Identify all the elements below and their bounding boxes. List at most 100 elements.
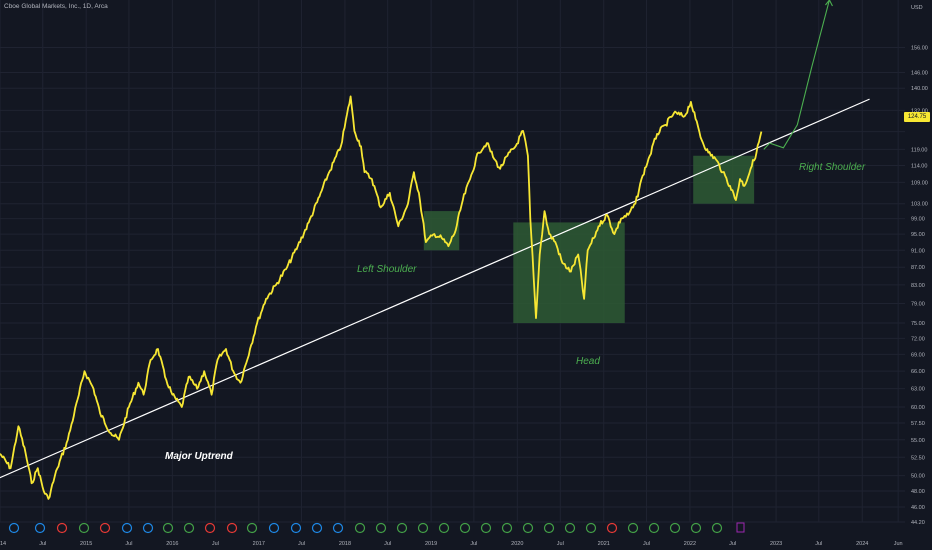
x-tick-label: 2018 xyxy=(339,541,351,547)
event-marker-icon xyxy=(585,522,597,534)
event-marker-icon xyxy=(606,522,618,534)
y-tick-label: 52.50 xyxy=(911,455,925,461)
x-tick-label: Jul xyxy=(212,541,219,547)
pattern-box xyxy=(423,211,460,251)
x-tick-label: Jul xyxy=(298,541,305,547)
y-tick-label: 63.00 xyxy=(911,387,925,393)
y-tick-label: 75.00 xyxy=(911,321,925,327)
event-marker-icon xyxy=(204,522,216,534)
x-tick-label: 2024 xyxy=(856,541,868,547)
y-tick-label: 109.00 xyxy=(911,180,928,186)
event-markers xyxy=(8,522,745,534)
x-tick-label: 2015 xyxy=(80,541,92,547)
projection-layer xyxy=(763,0,833,150)
x-tick-label: Jul xyxy=(815,541,822,547)
event-marker-icon xyxy=(480,522,492,534)
event-marker-icon xyxy=(417,522,429,534)
currency-label: USD xyxy=(911,5,923,11)
event-marker-icon xyxy=(648,522,660,534)
trendline-layer xyxy=(0,98,870,479)
x-tick-label: Jul xyxy=(729,541,736,547)
y-tick-label: 99.00 xyxy=(911,217,925,223)
last-price-badge: 124.75 xyxy=(904,112,930,122)
y-tick-label: 83.00 xyxy=(911,283,925,289)
y-tick-label: 119.00 xyxy=(911,147,927,153)
event-marker-icon xyxy=(332,522,344,534)
x-tick-label: Jul xyxy=(643,541,650,547)
y-tick-label: 72.00 xyxy=(911,336,925,342)
event-marker-icon xyxy=(268,522,280,534)
x-tick-label: Jul xyxy=(384,541,391,547)
x-tick-label: Jul xyxy=(125,541,132,547)
event-marker-icon xyxy=(226,522,238,534)
pattern-boxes xyxy=(423,155,755,324)
y-axis: 44.20 46.00 48.00 50.00 52.50 55.00 57.50 60.00… xyxy=(911,5,928,526)
x-tick-label: 2022 xyxy=(684,541,696,547)
price-line xyxy=(0,95,763,500)
event-marker-icon xyxy=(501,522,513,534)
y-tick-label: 79.00 xyxy=(911,302,925,308)
uptrend-line xyxy=(0,98,870,479)
x-tick-label: 2020 xyxy=(511,541,523,547)
y-tick-label: 114.00 xyxy=(911,164,927,170)
pattern-box xyxy=(513,222,625,324)
event-marker-icon xyxy=(396,522,408,534)
event-marker-icon xyxy=(522,522,534,534)
event-marker-icon xyxy=(142,522,154,534)
event-marker-icon xyxy=(543,522,555,534)
y-tick-label: 44.20 xyxy=(911,520,925,526)
y-tick-label: 156.00 xyxy=(911,46,928,52)
x-tick-label: Jul xyxy=(470,541,477,547)
event-marker-icon xyxy=(564,522,576,534)
y-tick-label: 69.00 xyxy=(911,352,925,358)
event-marker-icon xyxy=(121,522,133,534)
event-marker-icon xyxy=(290,522,302,534)
event-marker-icon xyxy=(78,522,90,534)
x-axis: 2014 Jul 2015 Jul 2016 Jul 2017 Jul 2018 Jul 2019 J… xyxy=(0,541,903,547)
y-tick-label: 66.00 xyxy=(911,369,925,375)
event-marker-icon xyxy=(438,522,450,534)
event-marker-icon xyxy=(354,522,366,534)
y-tick-label: 60.00 xyxy=(911,405,925,411)
event-marker-icon xyxy=(669,522,681,534)
grid-lines xyxy=(0,0,905,523)
major-uptrend-label: Major Uptrend xyxy=(165,451,233,462)
y-tick-label: 48.00 xyxy=(911,489,925,495)
projection-curve xyxy=(763,0,830,150)
event-marker-icon xyxy=(627,522,639,534)
y-tick-label: 50.00 xyxy=(911,474,925,480)
y-tick-label: 95.00 xyxy=(911,232,925,238)
event-marker-icon xyxy=(690,522,702,534)
event-marker-icon xyxy=(8,522,20,534)
x-tick-label: 2016 xyxy=(166,541,178,547)
y-tick-label: 146.00 xyxy=(911,70,928,76)
x-tick-label: Jun xyxy=(894,541,903,547)
y-tick-label: 91.00 xyxy=(911,248,925,254)
y-tick-label: 57.50 xyxy=(911,421,925,427)
event-marker-icon xyxy=(56,522,68,534)
event-marker-icon xyxy=(34,522,46,534)
x-tick-label: Jul xyxy=(39,541,46,547)
x-tick-label: 2019 xyxy=(425,541,437,547)
event-marker-icon xyxy=(711,522,723,534)
x-tick-label: Jul xyxy=(557,541,564,547)
pattern-box xyxy=(693,155,755,204)
event-marker-icon xyxy=(99,522,111,534)
event-marker-icon xyxy=(311,522,323,534)
x-tick-label: 2023 xyxy=(770,541,782,547)
head-label: Head xyxy=(576,356,600,367)
event-marker-icon xyxy=(736,522,745,533)
event-marker-icon xyxy=(162,522,174,534)
event-marker-icon xyxy=(183,522,195,534)
chart-title: Cboe Global Markets, Inc., 1D, Arca xyxy=(4,3,108,10)
event-marker-icon xyxy=(246,522,258,534)
projection-arrowhead xyxy=(825,0,833,7)
y-tick-label: 55.00 xyxy=(911,438,925,444)
x-tick-label: 2021 xyxy=(598,541,610,547)
y-tick-label: 132.00 xyxy=(911,108,928,114)
y-tick-label: 46.00 xyxy=(911,505,925,511)
x-tick-label: 2017 xyxy=(253,541,265,547)
left-shoulder-label: Left Shoulder xyxy=(357,264,417,275)
y-tick-label: 103.00 xyxy=(911,202,928,208)
